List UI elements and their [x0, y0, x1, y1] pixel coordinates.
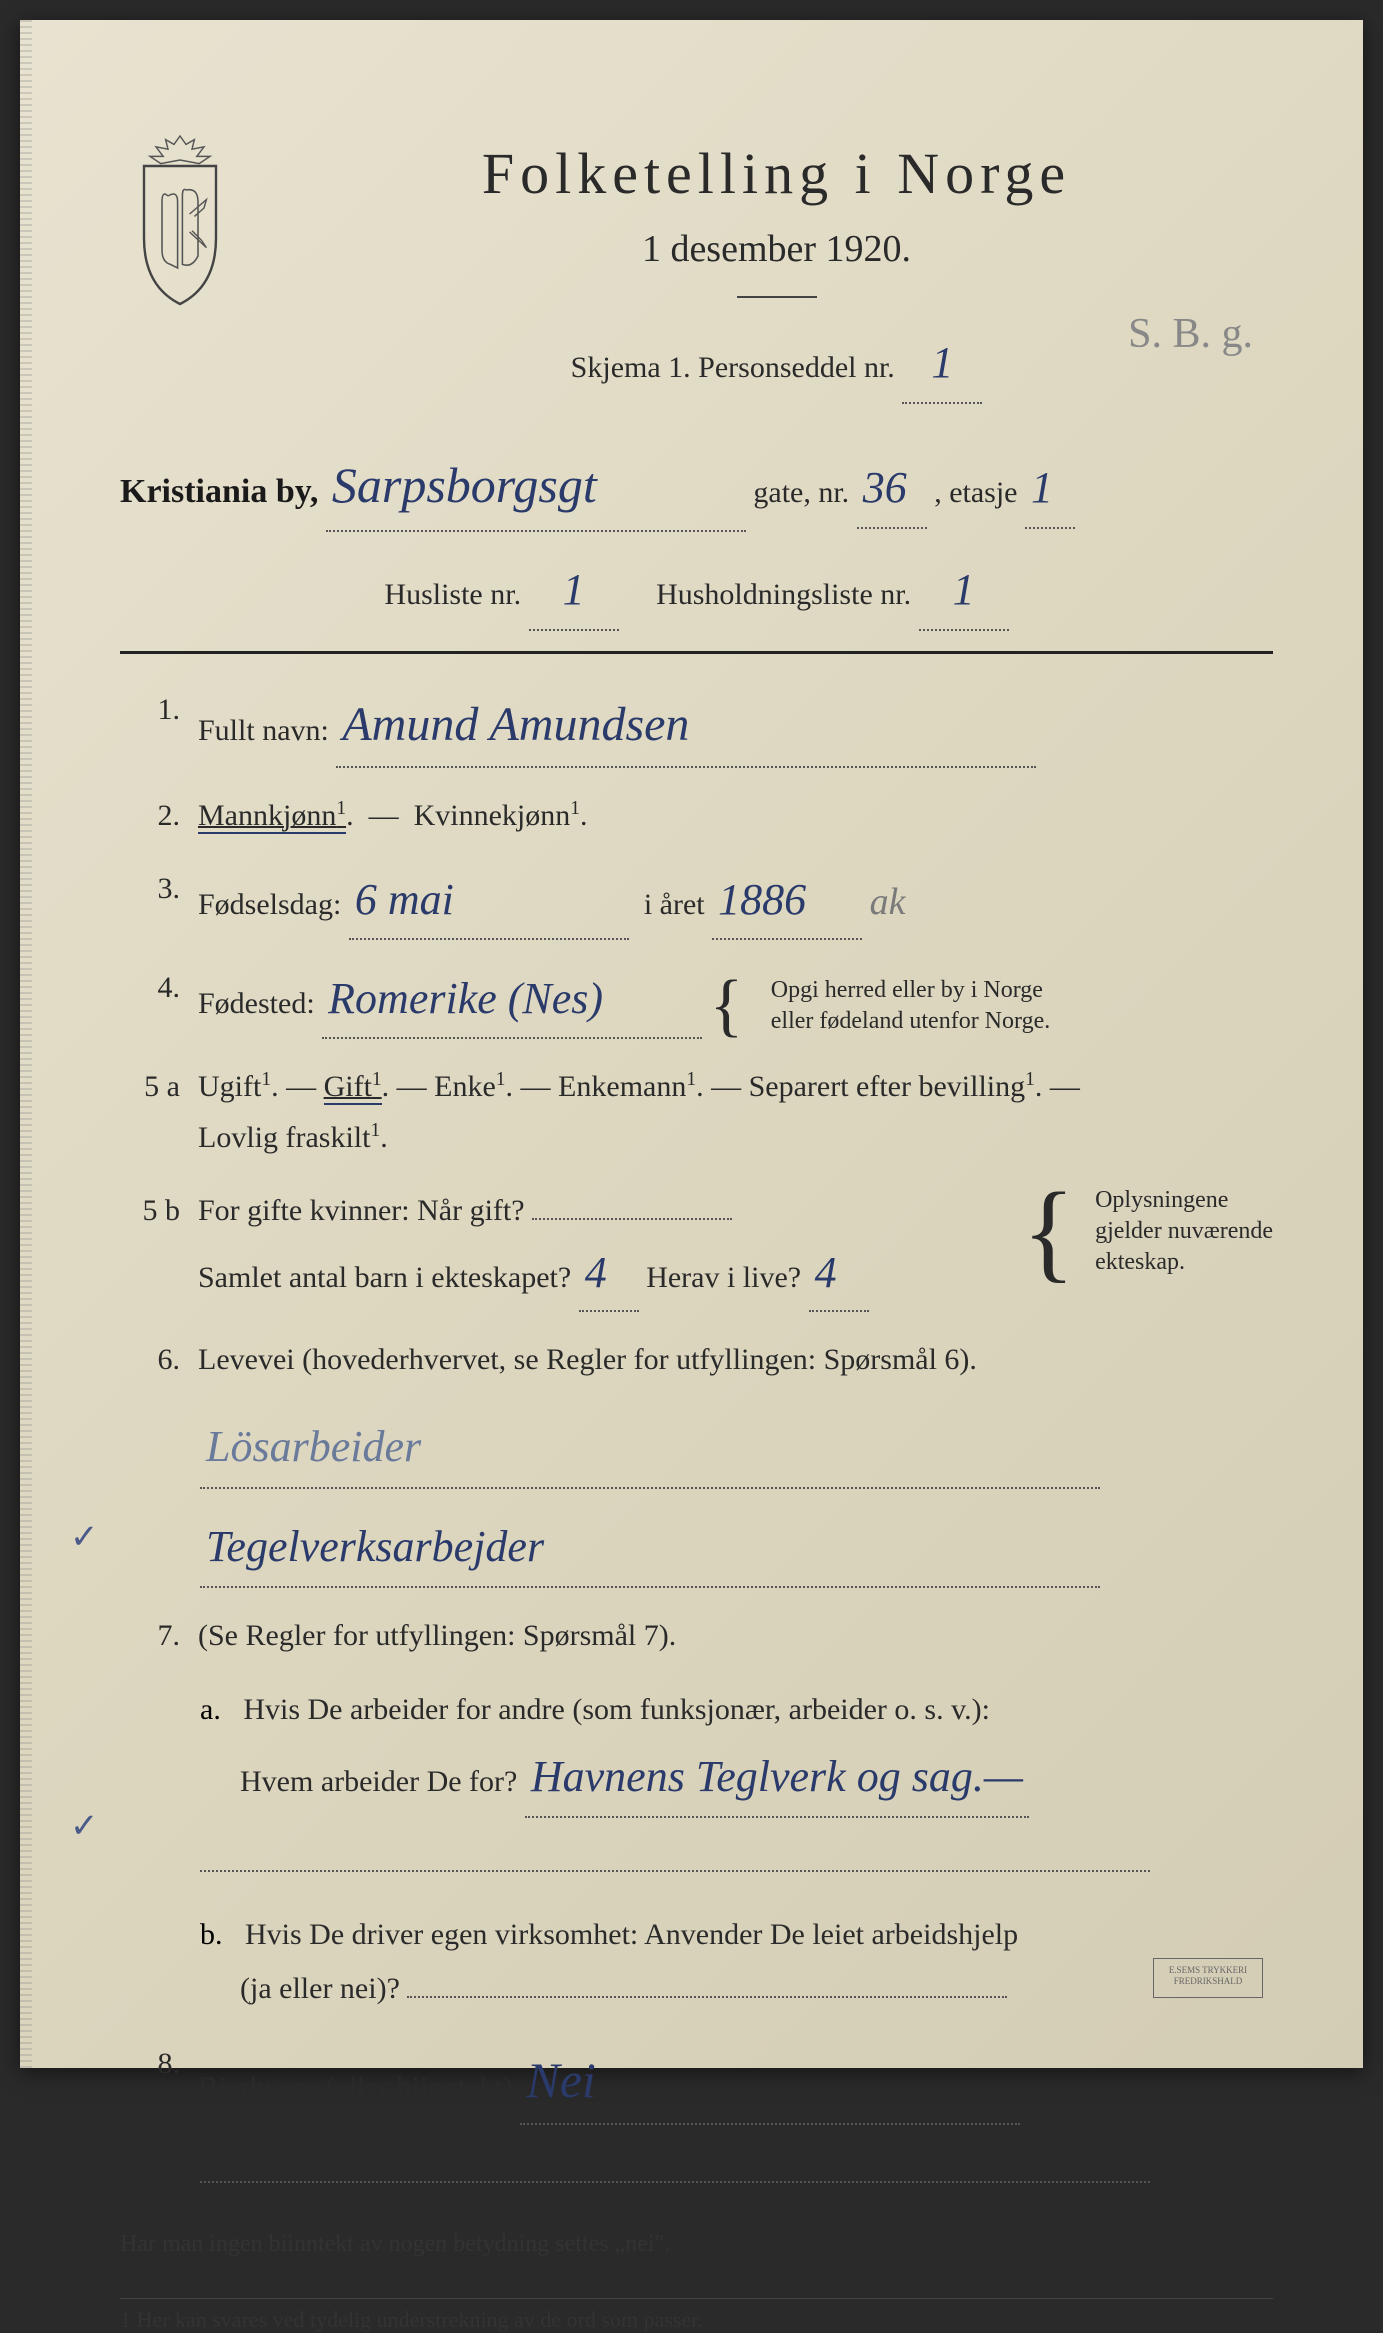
- q1-label: Fullt navn:: [198, 714, 329, 747]
- question-4: ✓ 4. Fødested: Romerike (Nes) { Opgi her…: [120, 962, 1273, 1039]
- q8-blank: [200, 2147, 1273, 2201]
- opt-fraskilt: Lovlig fraskilt1: [198, 1121, 380, 1154]
- q5b-note: Oplysningene gjelder nuværende ekteskap.: [1095, 1185, 1273, 1279]
- q7a-value: Havnens Teglverk og sag.—: [525, 1737, 1029, 1818]
- question-8: 8. Bierhverv (eller biinntekt) Nei: [120, 2038, 1273, 2125]
- opt-enkemann: Enkemann1: [558, 1070, 696, 1103]
- main-title: Folketelling i Norge: [280, 140, 1273, 207]
- q3-year: 1886: [712, 863, 862, 940]
- q5b-barn-total: 4: [579, 1236, 639, 1313]
- opt-gift: Gift1: [324, 1070, 382, 1105]
- q7b-value: [407, 1996, 1007, 1998]
- q4-label: Fødested:: [198, 987, 315, 1020]
- husliste-line: Husliste nr. 1 Husholdningsliste nr. 1: [120, 550, 1273, 631]
- etasje-label: , etasje: [934, 476, 1017, 509]
- q6-num: 6.: [120, 1334, 180, 1385]
- question-6: 6. Levevei (hovederhvervet, se Regler fo…: [120, 1334, 1273, 1385]
- skjema-value: 1: [902, 323, 982, 404]
- q3-label: Fødselsdag:: [198, 888, 341, 921]
- q5b-barn-label: Samlet antal barn i ekteskapet?: [198, 1261, 571, 1294]
- brace-icon: {: [1022, 1187, 1075, 1275]
- opt-enke: Enke1: [434, 1070, 505, 1103]
- q8-value: Nei: [520, 2038, 1020, 2125]
- date-subtitle: 1 desember 1920.: [280, 227, 1273, 271]
- address-line: Kristiania by, Sarpsborgsgt gate, nr. 36…: [120, 440, 1273, 532]
- q5b-gift-year: [532, 1218, 732, 1220]
- q4-note: Opgi herred eller by i Norge eller fødel…: [771, 975, 1050, 1037]
- crest-svg: [120, 130, 240, 310]
- q7a-label: a.: [200, 1693, 221, 1726]
- q3-year-label: i året: [644, 888, 705, 921]
- q7a: a. Hvis De arbeider for andre (som funks…: [200, 1683, 1273, 1818]
- husliste-nr: 1: [529, 550, 619, 631]
- q1-num: 1.: [120, 684, 180, 768]
- hushold-label: Husholdningsliste nr.: [656, 578, 911, 611]
- q6-value-line2: ✓ Tegelverksarbejder: [200, 1507, 1273, 1588]
- q7a-text1: Hvis De arbeider for andre (som funksjon…: [243, 1693, 990, 1726]
- title-block: Folketelling i Norge 1 desember 1920. Sk…: [280, 110, 1273, 422]
- husliste-label: Husliste nr.: [384, 578, 521, 611]
- q7b-text1: Hvis De driver egen virksomhet: Anvender…: [245, 1918, 1018, 1951]
- q5a-num: 5 a: [120, 1061, 180, 1163]
- q8-label: Bierhverv (eller biinntekt): [198, 2071, 513, 2104]
- q3-pencil-note: ak: [870, 881, 906, 923]
- q5b-herav-label: Herav i live?: [646, 1261, 801, 1294]
- header-row: Folketelling i Norge 1 desember 1920. Sk…: [120, 110, 1273, 422]
- q3-num: 3.: [120, 863, 180, 940]
- street-value: Sarpsborgsgt: [326, 440, 746, 532]
- q6-value2: Tegelverksarbejder: [200, 1507, 1100, 1588]
- q1-value: Amund Amundsen: [336, 684, 1036, 768]
- question-5a: ✓ 5 a Ugift1. — Gift1. — Enke1. — Enkema…: [120, 1061, 1273, 1163]
- hushold-nr: 1: [919, 550, 1009, 631]
- question-2: ✓ 2. Mannkjønn1. — Kvinnekjønn1.: [120, 790, 1273, 841]
- q4-num: 4.: [120, 962, 180, 1039]
- q7a-text2: Hvem arbeider De for?: [240, 1765, 517, 1798]
- q2-num: 2.: [120, 790, 180, 841]
- census-form-page: S. B. g. Folketelling i Norge 1 desember…: [20, 20, 1363, 2068]
- q7b-label: b.: [200, 1918, 223, 1951]
- gate-nr: 36: [857, 448, 927, 529]
- q6-label: Levevei (hovederhvervet, se Regler for u…: [198, 1343, 977, 1376]
- question-1: ✓ 1. Fullt navn: Amund Amundsen: [120, 684, 1273, 768]
- checkmark-icon: ✓: [70, 1507, 99, 1568]
- q7b-text2: (ja eller nei)?: [240, 1972, 400, 2005]
- q7b: b. Hvis De driver egen virksomhet: Anven…: [200, 1908, 1273, 2016]
- q8-num: 8.: [120, 2038, 180, 2125]
- q6-value1: Lösarbeider: [200, 1407, 1100, 1488]
- coat-of-arms: [120, 130, 240, 310]
- q3-day: 6 mai: [349, 863, 629, 940]
- etasje-value: 1: [1025, 448, 1075, 529]
- q2-female: Kvinnekjønn1: [414, 799, 580, 832]
- q7a-cont: ✓: [200, 1836, 1273, 1890]
- opt-ugift: Ugift1: [198, 1070, 271, 1103]
- opt-separert: Separert efter bevilling1: [749, 1070, 1035, 1103]
- q5b-herav-live: 4: [809, 1236, 869, 1313]
- skjema-label: Skjema 1. Personseddel nr.: [571, 351, 895, 384]
- question-5b: 5 b For gifte kvinner: Når gift? { Oplys…: [120, 1185, 1273, 1313]
- q5b-num: 5 b: [120, 1185, 180, 1313]
- title-divider: [737, 296, 817, 298]
- brace-icon: {: [710, 978, 744, 1034]
- city-label: Kristiania by,: [120, 473, 318, 510]
- q5b-label: For gifte kvinner: Når gift?: [198, 1194, 525, 1227]
- q6-value-line1: Lösarbeider: [200, 1407, 1273, 1488]
- divider-heavy: [120, 651, 1273, 654]
- q2-male: Mannkjønn1: [198, 799, 346, 834]
- footer-instruction: Har man ingen biinntekt av nogen betydni…: [120, 2231, 1273, 2258]
- printer-stamp: E.SEMS TRYKKERI FREDRIKSHALD: [1153, 1958, 1263, 1998]
- question-7: 7. (Se Regler for utfyllingen: Spørsmål …: [120, 1610, 1273, 1661]
- q7-label: (Se Regler for utfyllingen: Spørsmål 7).: [198, 1619, 676, 1652]
- q7-num: 7.: [120, 1610, 180, 1661]
- checkmark-icon: ✓: [70, 1796, 99, 1857]
- footnote: 1 Her kan svares ved tydelig understrekn…: [120, 2298, 1273, 2333]
- gate-label: gate, nr.: [753, 476, 849, 509]
- skjema-line: Skjema 1. Personseddel nr. 1: [280, 323, 1273, 404]
- q4-value: Romerike (Nes): [322, 962, 702, 1039]
- question-3: ✓ 3. Fødselsdag: 6 mai i året 1886 ak: [120, 863, 1273, 940]
